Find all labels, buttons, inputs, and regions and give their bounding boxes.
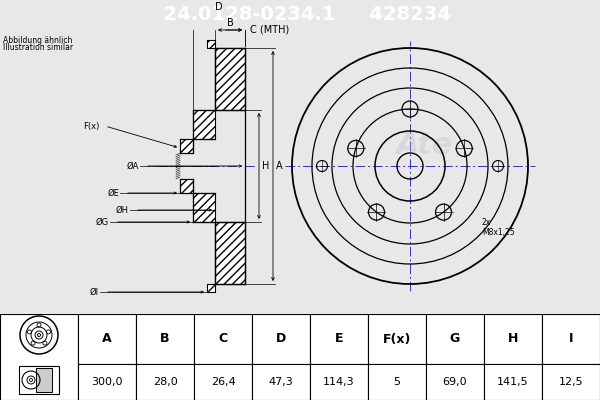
- Text: H: H: [262, 161, 269, 171]
- Text: H: H: [508, 332, 518, 346]
- Text: Abbildung ähnlich: Abbildung ähnlich: [3, 36, 73, 45]
- Polygon shape: [180, 139, 193, 153]
- Polygon shape: [193, 193, 215, 222]
- Polygon shape: [180, 179, 193, 193]
- Text: B: B: [227, 18, 233, 28]
- Text: 12,5: 12,5: [559, 377, 583, 387]
- Text: 141,5: 141,5: [497, 377, 529, 387]
- Text: 5: 5: [394, 377, 401, 387]
- Text: ØA: ØA: [127, 162, 139, 170]
- Text: A: A: [102, 332, 112, 346]
- Bar: [252, 314, 310, 364]
- Bar: [194, 364, 252, 400]
- Bar: [426, 364, 484, 400]
- Text: 2x
M8x1,25: 2x M8x1,25: [482, 218, 515, 238]
- Text: ØH: ØH: [116, 206, 129, 214]
- Text: C (MTH): C (MTH): [250, 25, 289, 35]
- Bar: [368, 314, 426, 364]
- Text: B: B: [160, 332, 170, 346]
- Text: A: A: [276, 161, 283, 171]
- Text: G: G: [450, 332, 460, 346]
- Text: ØG: ØG: [96, 218, 109, 226]
- Polygon shape: [215, 48, 245, 110]
- Bar: [310, 364, 368, 400]
- Text: 24.0128-0234.1     428234: 24.0128-0234.1 428234: [149, 6, 451, 24]
- Bar: [310, 314, 368, 364]
- Text: F(x): F(x): [83, 122, 99, 130]
- Bar: [19, 366, 59, 394]
- Text: D: D: [276, 332, 286, 346]
- Bar: [0, 314, 78, 400]
- Bar: [136, 314, 194, 364]
- Text: ØE: ØE: [107, 188, 119, 198]
- Bar: [368, 364, 426, 400]
- Text: Illustration similar: Illustration similar: [3, 43, 73, 52]
- Polygon shape: [207, 284, 215, 292]
- Polygon shape: [215, 222, 245, 284]
- Polygon shape: [207, 40, 215, 48]
- Text: 28,0: 28,0: [152, 377, 178, 387]
- Text: I: I: [569, 332, 573, 346]
- Bar: [484, 314, 542, 364]
- Text: ØI: ØI: [90, 288, 99, 296]
- Text: 69,0: 69,0: [443, 377, 467, 387]
- Text: D: D: [215, 2, 223, 12]
- Bar: [426, 314, 484, 364]
- Text: E: E: [335, 332, 343, 346]
- Bar: [194, 314, 252, 364]
- Text: 114,3: 114,3: [323, 377, 355, 387]
- Bar: [78, 314, 136, 364]
- Text: C: C: [218, 332, 227, 346]
- Bar: [484, 364, 542, 400]
- Bar: [78, 364, 136, 400]
- Text: 26,4: 26,4: [211, 377, 235, 387]
- Text: Ate: Ate: [397, 132, 454, 160]
- Bar: [36, 368, 52, 392]
- Text: 300,0: 300,0: [91, 377, 123, 387]
- Text: 47,3: 47,3: [269, 377, 293, 387]
- Bar: [542, 364, 600, 400]
- Bar: [542, 314, 600, 364]
- Polygon shape: [193, 110, 215, 139]
- Bar: [136, 364, 194, 400]
- Text: F(x): F(x): [383, 332, 411, 346]
- Bar: [252, 364, 310, 400]
